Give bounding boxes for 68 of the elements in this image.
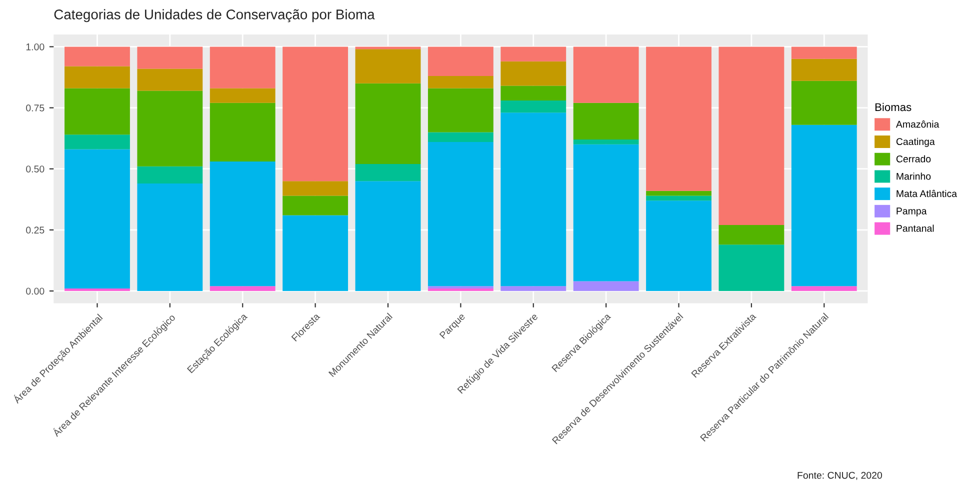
bar — [791, 286, 857, 291]
bar — [791, 46, 857, 59]
bar — [137, 90, 203, 166]
legend-label: Pampa — [896, 208, 927, 216]
bar — [428, 132, 494, 142]
bar — [428, 46, 494, 76]
bar — [500, 286, 566, 291]
y-tick-label: 0.25 — [26, 226, 44, 234]
legend-title: Biomas — [875, 102, 912, 112]
bar — [282, 215, 348, 291]
bar — [646, 46, 712, 191]
legend-label: Caatinga — [896, 138, 935, 147]
bar — [64, 149, 130, 289]
bar — [282, 46, 348, 182]
bar — [646, 190, 712, 196]
bar — [573, 102, 639, 140]
bar — [791, 80, 857, 125]
y-tick-label: 0.50 — [26, 166, 44, 172]
bar — [137, 184, 203, 291]
bar — [137, 68, 203, 91]
y-tick-label: 0.00 — [26, 288, 44, 295]
bar — [210, 46, 276, 88]
bar — [500, 61, 566, 86]
bar — [718, 225, 784, 245]
bar — [428, 286, 494, 289]
bar — [355, 83, 421, 164]
bar — [573, 144, 639, 282]
bar — [428, 88, 494, 132]
legend-label: Mata Atlântica — [896, 190, 958, 198]
chart-title: Categorias de Unidades de Conservação por Bioma — [54, 9, 375, 22]
legend-label: Cerrado — [896, 155, 931, 162]
source-note: Fonte: CNUC, 2020 — [798, 472, 882, 480]
bar — [646, 200, 712, 291]
bar — [64, 88, 130, 135]
bar — [282, 181, 348, 196]
bar — [210, 286, 276, 291]
bar — [137, 166, 203, 184]
bar — [718, 46, 784, 226]
bar — [791, 58, 857, 81]
bar — [500, 100, 566, 113]
y-tick-label: 0.75 — [26, 104, 44, 112]
bar — [718, 244, 784, 291]
bar — [355, 164, 421, 182]
bar — [210, 102, 276, 162]
bar — [428, 76, 494, 88]
bar — [64, 46, 130, 66]
bar — [355, 46, 421, 50]
bar — [210, 162, 276, 286]
y-tick-label: 1.00 — [26, 43, 44, 50]
bar — [573, 281, 639, 291]
bar — [573, 46, 639, 103]
bar — [64, 66, 130, 88]
bar — [282, 196, 348, 216]
legend-label: Marinho — [896, 172, 931, 180]
bar — [500, 86, 566, 100]
bar — [137, 46, 203, 69]
bar — [573, 140, 639, 144]
legend-label: Amazônia — [896, 120, 940, 128]
bar — [646, 196, 712, 201]
legend-label: Pantanal — [896, 224, 934, 232]
bar — [500, 46, 566, 62]
bar — [500, 112, 566, 286]
bar — [355, 49, 421, 84]
bar — [791, 124, 857, 286]
bar — [210, 88, 276, 103]
bar — [428, 142, 494, 286]
bar — [355, 181, 421, 291]
bar — [64, 134, 130, 150]
